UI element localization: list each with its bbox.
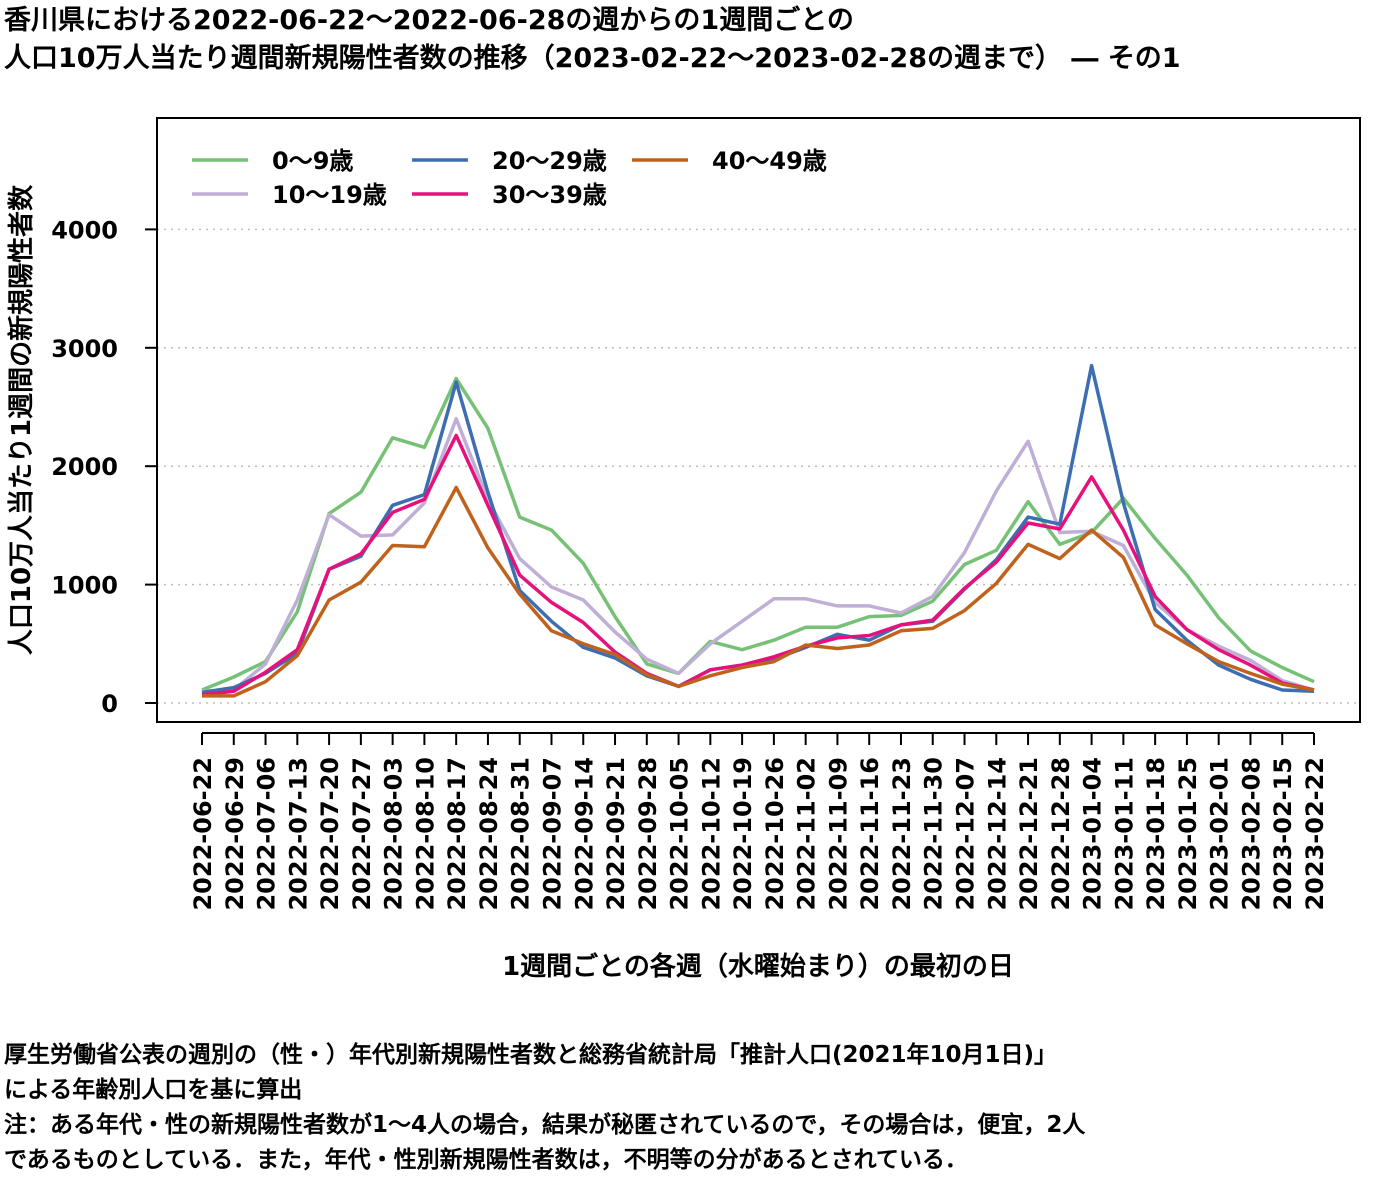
chart-title-line-1: 香川県における2022-06-22〜2022-06-28の週からの1週間ごとの [4,5,854,36]
x-tick-label: 2022-06-29 [221,757,249,911]
gridlines [157,228,1360,704]
x-tick-label: 2023-02-15 [1269,757,1297,911]
note-line-3: 注：ある年代・性の新規陽性者数が1〜4人の場合，結果が秘匿されているので，その場… [4,1112,1086,1138]
x-tick-label: 2022-08-17 [443,757,471,911]
legend-label-2: 20〜29歳 [492,147,607,175]
x-tick-label: 2022-10-26 [761,757,789,911]
x-tick-label: 2023-01-25 [1174,757,1202,911]
x-axis: 2022-06-22 2022-06-29 2022-07-06 2022-07-13… [189,732,1329,911]
series-line-0 [201,376,1315,692]
x-tick-label: 2022-09-07 [538,757,566,911]
y-tick-label: 1000 [51,572,118,600]
note-line-2: による年齢別人口を基に算出 [4,1077,303,1103]
x-tick-label: 2022-07-20 [316,757,344,911]
x-tick-label: 2022-08-03 [380,757,408,911]
x-tick-label: 2022-12-21 [1015,757,1043,911]
legend-label-0: 0〜9歳 [272,147,353,175]
x-tick-label: 2022-11-16 [856,757,884,911]
x-tick-label: 2023-02-08 [1237,757,1265,911]
x-tick-label: 2022-07-13 [284,757,312,911]
x-tick-label: 2022-06-22 [189,757,217,911]
series-line-4 [202,485,1315,698]
x-tick-label: 2022-11-30 [920,757,948,911]
legend-label-1: 10〜19歳 [272,181,387,209]
chart-title: 香川県における2022-06-22〜2022-06-28の週からの1週間ごとの … [4,2,1181,78]
legend: 0〜9歳 10〜19歳 20〜29歳 30〜39歳 40〜49歳 [192,147,827,209]
x-tick-label: 2023-01-04 [1079,757,1107,911]
x-tick-label: 2022-12-07 [952,757,980,911]
x-tick-label: 2022-09-14 [570,757,598,911]
chart-title-line-2: 人口10万人当たり週間新規陽性者数の推移（2023-02-22〜2023-02-… [4,43,1181,74]
x-tick-label: 2022-09-21 [602,757,630,911]
x-tick-label: 2022-08-24 [475,757,503,911]
x-tick-label: 2022-10-19 [729,757,757,911]
x-tick-label: 2022-10-12 [697,757,725,911]
y-tick-label: 4000 [51,216,118,244]
note-line-4: であるものとしている．また，年代・性別新規陽性者数は，不明等の分があるとされてい… [4,1147,968,1173]
legend-label-3: 30〜39歳 [492,181,607,209]
x-tick-label: 2023-01-18 [1142,757,1170,911]
y-axis: 0 1000 2000 3000 4000 [51,216,157,718]
x-tick-label: 2022-12-14 [983,757,1011,911]
x-tick-label: 2022-10-05 [666,757,694,911]
x-axis-label: 1週間ごとの各週（水曜始まり）の最初の日 [502,951,1014,982]
x-tick-label: 2023-01-11 [1110,757,1138,911]
y-axis-label: 人口10万人当たり1週間の新規陽性者数 [6,184,37,655]
x-tick-label: 2022-07-27 [348,757,376,911]
x-tick-label: 2022-07-06 [253,757,281,911]
y-tick-label: 3000 [51,335,118,363]
plot-frame [156,117,1361,723]
series-lines [201,363,1315,698]
series-line-3 [201,433,1315,697]
source-notes: 厚生労働省公表の週別の（性・）年代別新規陽性者数と総務省統計局「推計人口(202… [4,1038,1085,1178]
legend-label-4: 40〜49歳 [712,147,827,175]
x-tick-label: 2023-02-22 [1301,757,1329,911]
x-tick-label: 2022-11-09 [824,757,852,911]
note-line-1: 厚生労働省公表の週別の（性・）年代別新規陽性者数と総務省統計局「推計人口(202… [4,1042,1058,1068]
x-tick-label: 2022-11-23 [888,757,916,911]
x-tick-label: 2023-02-01 [1206,757,1234,911]
x-tick-label: 2022-09-28 [634,757,662,911]
series-line-1 [201,417,1315,693]
y-tick-label: 2000 [51,453,118,481]
x-tick-label: 2022-08-10 [411,757,439,911]
x-tick-label: 2022-11-02 [793,757,821,911]
x-tick-label: 2022-12-28 [1047,757,1075,911]
y-tick-label: 0 [101,690,118,718]
x-tick-label: 2022-08-31 [507,757,535,911]
